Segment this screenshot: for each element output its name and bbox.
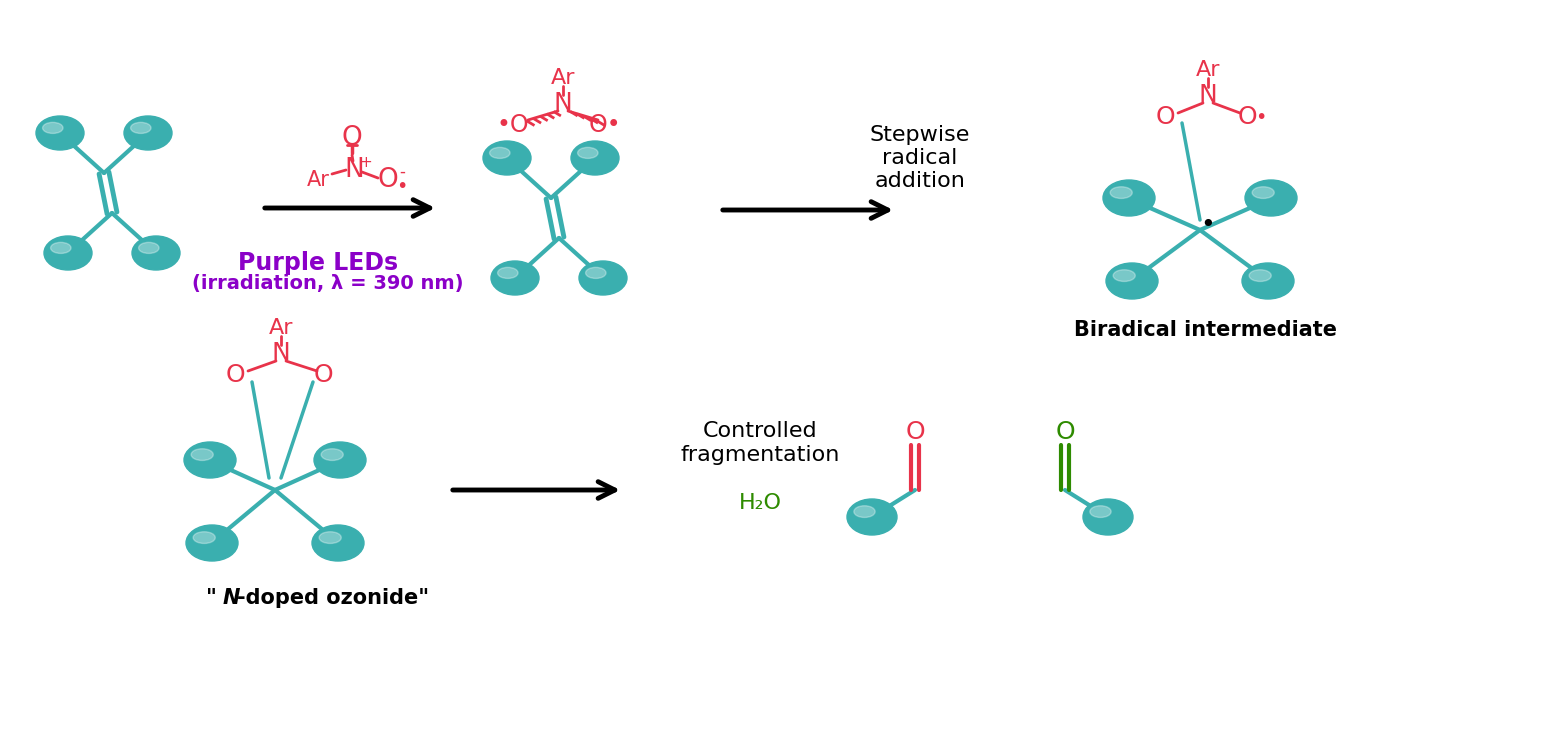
Text: ": " [206, 588, 217, 608]
Text: Ar: Ar [307, 170, 329, 190]
Ellipse shape [1083, 499, 1133, 535]
Text: Stepwise
radical
addition: Stepwise radical addition [870, 125, 970, 191]
Ellipse shape [320, 532, 342, 543]
Ellipse shape [571, 141, 619, 175]
Ellipse shape [585, 267, 605, 278]
Ellipse shape [192, 449, 214, 461]
Text: +: + [360, 154, 373, 170]
Ellipse shape [186, 525, 239, 561]
Text: -: - [399, 163, 406, 181]
Ellipse shape [123, 116, 172, 150]
Ellipse shape [847, 499, 897, 535]
Text: O: O [1055, 420, 1075, 444]
Text: Ar: Ar [268, 318, 293, 338]
Ellipse shape [1242, 263, 1293, 299]
Text: N: N [554, 91, 573, 115]
Text: O: O [225, 363, 245, 387]
Text: (irradiation, λ = 390 nm): (irradiation, λ = 390 nm) [192, 274, 463, 292]
Ellipse shape [1253, 187, 1275, 199]
Ellipse shape [1250, 270, 1271, 281]
Ellipse shape [36, 116, 84, 150]
Ellipse shape [1111, 187, 1133, 199]
Text: O: O [905, 420, 925, 444]
Ellipse shape [491, 261, 540, 295]
Ellipse shape [139, 242, 159, 253]
Text: N: N [223, 588, 240, 608]
Ellipse shape [131, 123, 151, 134]
Ellipse shape [193, 532, 215, 543]
Ellipse shape [1090, 506, 1111, 517]
Text: H₂O: H₂O [738, 493, 782, 513]
Text: Purple LEDs: Purple LEDs [239, 251, 398, 275]
Text: O: O [1237, 105, 1257, 129]
Text: O: O [1156, 105, 1175, 129]
Text: •: • [396, 176, 407, 196]
Text: N: N [271, 341, 290, 365]
Text: Controlled
fragmentation: Controlled fragmentation [680, 421, 839, 465]
Ellipse shape [1103, 180, 1154, 216]
Ellipse shape [498, 267, 518, 278]
Ellipse shape [321, 449, 343, 461]
Text: Biradical intermediate: Biradical intermediate [1073, 320, 1337, 340]
Text: O: O [342, 125, 362, 151]
Ellipse shape [133, 236, 179, 270]
Text: Ar: Ar [551, 68, 576, 88]
Text: O•: O• [588, 113, 621, 137]
Text: •: • [1201, 213, 1215, 237]
Ellipse shape [314, 442, 367, 478]
Ellipse shape [1114, 270, 1136, 281]
Ellipse shape [42, 123, 62, 134]
Ellipse shape [579, 261, 627, 295]
Ellipse shape [44, 236, 92, 270]
Ellipse shape [490, 148, 510, 159]
Text: N: N [345, 157, 363, 183]
Text: O: O [314, 363, 332, 387]
Ellipse shape [312, 525, 363, 561]
Ellipse shape [1245, 180, 1296, 216]
Text: O: O [378, 167, 398, 193]
Ellipse shape [1106, 263, 1158, 299]
Text: •: • [1256, 108, 1267, 126]
Text: Ar: Ar [1197, 60, 1220, 80]
Text: N: N [1198, 83, 1217, 107]
Text: -doped ozonide": -doped ozonide" [237, 588, 429, 608]
Text: •O: •O [496, 113, 529, 137]
Ellipse shape [577, 148, 597, 159]
Ellipse shape [484, 141, 530, 175]
Ellipse shape [50, 242, 72, 253]
Ellipse shape [853, 506, 875, 517]
Ellipse shape [184, 442, 236, 478]
